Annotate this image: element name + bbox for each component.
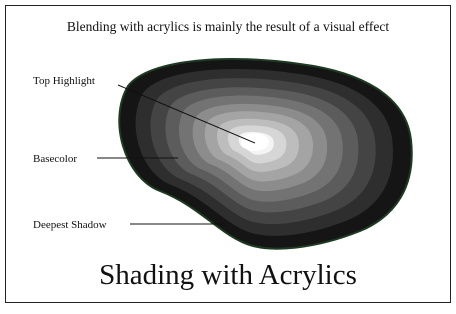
label: Top Highlight xyxy=(33,75,95,87)
title: Blending with acrylics is mainly the res… xyxy=(67,19,389,34)
highlight xyxy=(241,133,269,151)
label: Basecolor xyxy=(33,153,77,165)
diagram: Blending with acrylics is mainly the res… xyxy=(0,0,456,309)
page: {"header": {"title": "Blending with acry… xyxy=(0,0,456,309)
caption: Shading with Acrylics xyxy=(99,259,357,291)
label: Deepest Shadow xyxy=(33,219,107,231)
